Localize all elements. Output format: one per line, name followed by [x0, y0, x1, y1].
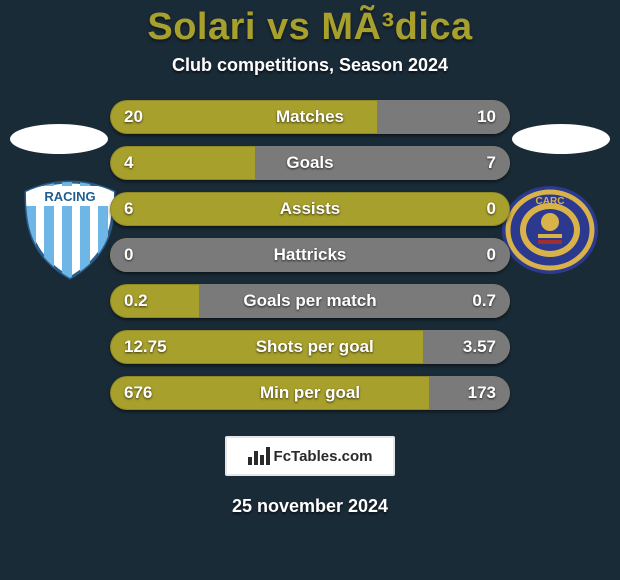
racing-club-badge-icon: RACING	[20, 180, 120, 280]
title-player-right: MÃ³dica	[321, 6, 472, 48]
stat-labels: 676 Min per goal 173	[110, 376, 510, 410]
stat-labels: 0.2 Goals per match 0.7	[110, 284, 510, 318]
stat-row: 0 Hattricks 0	[110, 238, 510, 272]
stat-row: 0.2 Goals per match 0.7	[110, 284, 510, 318]
title-vs: vs	[267, 6, 310, 48]
stat-value-left: 676	[124, 383, 152, 403]
stat-name: Goals	[286, 153, 333, 173]
stat-name: Shots per goal	[256, 337, 374, 357]
rosario-central-badge-icon: CARC	[500, 180, 600, 280]
comparison-card: Solari vs MÃ³dica Club competitions, Sea…	[0, 0, 620, 580]
stat-value-right: 0.7	[472, 291, 496, 311]
stat-value-left: 0	[124, 245, 133, 265]
stat-value-left: 4	[124, 153, 133, 173]
stat-value-left: 0.2	[124, 291, 148, 311]
oval-left	[10, 124, 108, 154]
stat-value-left: 20	[124, 107, 143, 127]
stat-value-right: 173	[468, 383, 496, 403]
stat-row: 6 Assists 0	[110, 192, 510, 226]
stat-row: 12.75 Shots per goal 3.57	[110, 330, 510, 364]
stat-value-right: 7	[487, 153, 496, 173]
stat-labels: 6 Assists 0	[110, 192, 510, 226]
stat-labels: 12.75 Shots per goal 3.57	[110, 330, 510, 364]
stat-name: Assists	[280, 199, 340, 219]
stat-name: Hattricks	[274, 245, 347, 265]
stats-container: 20 Matches 10 4 Goals 7 6 Assists 0 0 Hattricks 0 0.…	[110, 100, 510, 410]
logo-text: FcTables.com	[274, 448, 373, 465]
badge-left-text: RACING	[44, 189, 95, 204]
stat-value-left: 6	[124, 199, 133, 219]
team-badge-right: CARC	[500, 180, 600, 280]
stat-name: Matches	[276, 107, 344, 127]
stat-value-right: 0	[487, 199, 496, 219]
title-player-left: Solari	[147, 6, 256, 48]
stat-labels: 0 Hattricks 0	[110, 238, 510, 272]
stat-value-right: 10	[477, 107, 496, 127]
bar-chart-icon	[248, 447, 270, 465]
subtitle: Club competitions, Season 2024	[172, 55, 448, 76]
stat-value-right: 0	[487, 245, 496, 265]
stat-name: Min per goal	[260, 383, 360, 403]
page-title: Solari vs MÃ³dica	[147, 6, 472, 49]
stat-labels: 20 Matches 10	[110, 100, 510, 134]
stat-row: 676 Min per goal 173	[110, 376, 510, 410]
date-text: 25 november 2024	[232, 496, 388, 517]
oval-right	[512, 124, 610, 154]
stat-row: 4 Goals 7	[110, 146, 510, 180]
badge-right-text: CARC	[536, 196, 565, 207]
stat-value-left: 12.75	[124, 337, 167, 357]
stat-row: 20 Matches 10	[110, 100, 510, 134]
fctables-logo: FcTables.com	[225, 436, 395, 476]
stat-value-right: 3.57	[463, 337, 496, 357]
stat-name: Goals per match	[243, 291, 376, 311]
stat-labels: 4 Goals 7	[110, 146, 510, 180]
team-badge-left: RACING	[20, 180, 120, 280]
